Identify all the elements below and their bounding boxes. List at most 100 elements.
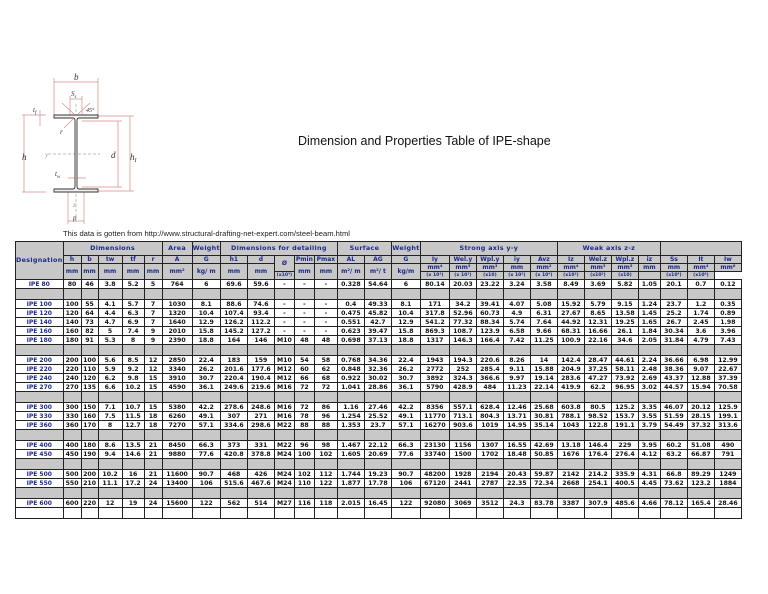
empty-cell — [556, 507, 585, 519]
value-cell: 200 — [80, 469, 99, 479]
value-cell: 1500 — [448, 449, 477, 459]
empty-cell — [219, 507, 248, 519]
value-cell: 38.36 — [659, 364, 688, 374]
value-cell: 1249 — [713, 469, 742, 479]
empty-cell — [529, 487, 558, 499]
empty-cell — [529, 507, 558, 519]
value-cell: 191.1 — [610, 420, 639, 430]
value-cell: 39.47 — [363, 326, 392, 336]
value-cell: 135 — [80, 382, 99, 392]
value-cell: 125.9 — [713, 402, 742, 412]
empty-cell — [419, 344, 450, 356]
value-cell: 60.73 — [475, 308, 504, 318]
value-cell: 30.81 — [529, 411, 558, 421]
value-cell: 12.46 — [502, 402, 531, 412]
separator-row — [15, 458, 742, 470]
empty-cell — [529, 288, 558, 300]
value-cell: 30.7 — [191, 373, 221, 383]
designation-cell: IPE 450 — [15, 449, 64, 459]
unit-iy: mm — [502, 263, 531, 272]
value-cell: 3.96 — [713, 326, 742, 336]
value-cell: 18.8 — [191, 335, 221, 345]
empty-cell — [15, 429, 64, 441]
value-cell: 2787 — [475, 478, 504, 488]
value-cell: 98.52 — [583, 411, 612, 421]
value-cell: 220 — [62, 364, 82, 374]
table-row: IPE 500 500 200 10.2 16 21 11600 90.7 468 426 M24 1… — [15, 469, 742, 479]
value-cell: 15.88 — [529, 364, 558, 374]
value-cell: 88 — [313, 420, 338, 430]
value-cell: 96.95 — [610, 382, 639, 392]
sym-It: It — [686, 255, 715, 264]
value-cell: 0.35 — [713, 299, 742, 309]
empty-cell — [610, 391, 639, 403]
value-cell: 67120 — [419, 478, 450, 488]
value-cell: 271 — [246, 411, 275, 421]
value-cell: 11.1 — [97, 478, 123, 488]
empty-cell — [62, 487, 82, 499]
value-cell: 90.7 — [191, 469, 221, 479]
value-cell: 6.31 — [529, 308, 558, 318]
table-row: IPE 180 180 91 5.3 8 9 2390 18.8 164 146 M10 48 48 0.… — [15, 335, 742, 345]
value-cell: 2010 — [161, 326, 193, 336]
value-cell: 106 — [191, 478, 221, 488]
value-cell: 3.6 — [686, 326, 715, 336]
empty-cell — [246, 429, 275, 441]
sym-pmax: Pmax — [313, 255, 338, 264]
empty-cell — [659, 429, 688, 441]
value-cell: 204.9 — [556, 364, 585, 374]
value-cell: 49.33 — [363, 299, 392, 309]
unit-A: mm² — [161, 263, 193, 280]
value-cell: 22.67 — [713, 364, 742, 374]
value-cell: 73.62 — [659, 478, 688, 488]
empty-cell — [475, 507, 504, 519]
value-cell: 12.9 — [191, 317, 221, 327]
unit-h: mm — [62, 263, 82, 280]
value-cell: 2390 — [161, 335, 193, 345]
sym-Wply: Wpl.y — [475, 255, 504, 264]
value-cell: 4.7 — [97, 317, 123, 327]
value-cell: - — [313, 317, 338, 327]
value-cell: 6 — [191, 279, 221, 289]
table-row: IPE 450 450 190 9.4 14.6 21 9880 77.6 420.8 378.8… — [15, 449, 742, 459]
value-cell: 26.1 — [610, 326, 639, 336]
sym-tf: tf — [121, 255, 145, 264]
empty-cell — [475, 344, 504, 356]
value-cell: 5.6 — [97, 355, 123, 365]
value-cell: 0.698 — [336, 335, 365, 345]
unit-It: mm⁴ — [686, 263, 715, 272]
designation-cell: IPE 80 — [15, 279, 64, 289]
value-cell: 60.2 — [659, 440, 688, 450]
empty-cell — [97, 344, 123, 356]
unit-Avz: mm² — [529, 263, 558, 272]
empty-cell — [336, 344, 365, 356]
empty-cell — [15, 507, 64, 519]
empty-cell — [15, 458, 64, 470]
unit-AL: m²/ m — [336, 263, 365, 280]
value-cell: 44.61 — [610, 355, 639, 365]
empty-cell — [713, 507, 742, 519]
value-cell: 25.68 — [529, 402, 558, 412]
value-cell: 37.13 — [363, 335, 392, 345]
empty-cell — [363, 288, 392, 300]
table-row: IPE 100 100 55 4.1 5.7 7 1030 8.1 88.6 74.6- - -0.4… — [15, 299, 742, 309]
empty-cell — [583, 391, 612, 403]
svg-text:z: z — [72, 201, 76, 209]
sym-h1: h1 — [219, 255, 248, 264]
empty-cell — [448, 391, 477, 403]
value-cell: 869.3 — [419, 326, 450, 336]
empty-cell — [219, 391, 248, 403]
value-cell: 0.551 — [336, 317, 365, 327]
value-cell: 16.45 — [363, 498, 392, 508]
value-cell: 122.8 — [583, 420, 612, 430]
empty-cell — [246, 288, 275, 300]
value-cell: 93.4 — [246, 308, 275, 318]
mult-Avz: (x 10²) — [502, 271, 531, 280]
empty-cell — [448, 344, 477, 356]
value-cell: 7.5 — [97, 411, 123, 421]
empty-cell — [659, 391, 688, 403]
empty-cell — [80, 507, 99, 519]
value-cell: 26.2 — [191, 364, 221, 374]
empty-cell — [475, 429, 504, 441]
empty-cell — [246, 507, 275, 519]
